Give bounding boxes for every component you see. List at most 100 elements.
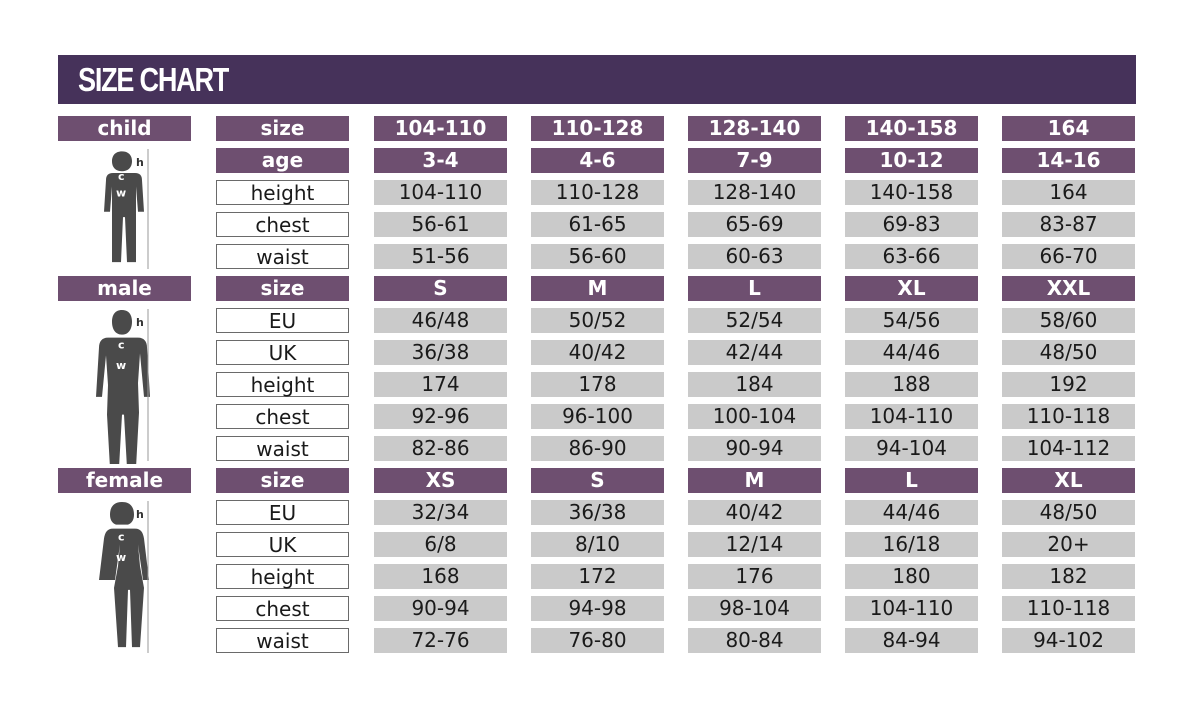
value-cell: 36/38 <box>374 340 507 365</box>
value-cell: 6/8 <box>374 532 507 557</box>
value-cell: 92-96 <box>374 404 507 429</box>
value-cell: 110-128 <box>531 180 664 205</box>
column-header: 14-16 <box>1002 148 1135 173</box>
waist-marker: w <box>116 186 126 199</box>
column-header: M <box>688 468 821 493</box>
value-cell: 58/60 <box>1002 308 1135 333</box>
value-cell: 86-90 <box>531 436 664 461</box>
value-cell: 50/52 <box>531 308 664 333</box>
height-marker: h <box>136 508 144 521</box>
column-header: XS <box>374 468 507 493</box>
value-cell: 61-65 <box>531 212 664 237</box>
value-cell: 76-80 <box>531 628 664 653</box>
value-cell: 98-104 <box>688 596 821 621</box>
row-label-chest: chest <box>216 596 349 621</box>
column-header: XL <box>845 276 978 301</box>
value-cell: 48/50 <box>1002 500 1135 525</box>
value-cell: 110-118 <box>1002 596 1135 621</box>
row-label-uk: UK <box>216 340 349 365</box>
value-cell: 52/54 <box>688 308 821 333</box>
value-cell: 80-84 <box>688 628 821 653</box>
female-silhouette-icon <box>99 501 149 648</box>
value-cell: 12/14 <box>688 532 821 557</box>
value-cell: 172 <box>531 564 664 589</box>
value-cell: 44/46 <box>845 340 978 365</box>
column-header: 140-158 <box>845 116 978 141</box>
chest-marker: c <box>118 170 125 183</box>
value-cell: 104-110 <box>845 404 978 429</box>
value-cell: 110-118 <box>1002 404 1135 429</box>
value-cell: 32/34 <box>374 500 507 525</box>
value-cell: 100-104 <box>688 404 821 429</box>
column-header: S <box>531 468 664 493</box>
value-cell: 56-61 <box>374 212 507 237</box>
column-header: 10-12 <box>845 148 978 173</box>
row-label-height: height <box>216 564 349 589</box>
value-cell: 174 <box>374 372 507 397</box>
value-cell: 164 <box>1002 180 1135 205</box>
value-cell: 8/10 <box>531 532 664 557</box>
column-header: 7-9 <box>688 148 821 173</box>
row-label-waist: waist <box>216 244 349 269</box>
value-cell: 90-94 <box>374 596 507 621</box>
waist-marker: w <box>116 551 126 564</box>
column-header: 110-128 <box>531 116 664 141</box>
column-header: L <box>845 468 978 493</box>
child-body-figure: h c w <box>90 146 160 276</box>
row-label-chest: chest <box>216 212 349 237</box>
value-cell: 69-83 <box>845 212 978 237</box>
waist-marker: w <box>116 359 126 372</box>
column-header: 3-4 <box>374 148 507 173</box>
value-cell: 40/42 <box>531 340 664 365</box>
column-header: 128-140 <box>688 116 821 141</box>
row-label-eu: EU <box>216 500 349 525</box>
female-body-figure: h c w <box>90 498 160 660</box>
title-bar: SIZE CHART <box>58 55 1136 104</box>
value-cell: 66-70 <box>1002 244 1135 269</box>
value-cell: 84-94 <box>845 628 978 653</box>
row-label-uk: UK <box>216 532 349 557</box>
row-label-size: size <box>216 116 349 141</box>
value-cell: 94-98 <box>531 596 664 621</box>
column-header: 164 <box>1002 116 1135 141</box>
value-cell: 40/42 <box>688 500 821 525</box>
value-cell: 192 <box>1002 372 1135 397</box>
value-cell: 44/46 <box>845 500 978 525</box>
row-label-waist: waist <box>216 628 349 653</box>
male-body-figure: h c w <box>90 306 160 468</box>
value-cell: 36/38 <box>531 500 664 525</box>
value-cell: 104-110 <box>374 180 507 205</box>
value-cell: 16/18 <box>845 532 978 557</box>
value-cell: 82-86 <box>374 436 507 461</box>
value-cell: 51-56 <box>374 244 507 269</box>
section-label-child: child <box>58 116 191 141</box>
value-cell: 176 <box>688 564 821 589</box>
value-cell: 104-112 <box>1002 436 1135 461</box>
value-cell: 54/56 <box>845 308 978 333</box>
value-cell: 168 <box>374 564 507 589</box>
row-label-age: age <box>216 148 349 173</box>
row-label-eu: EU <box>216 308 349 333</box>
child-silhouette-icon <box>104 151 144 263</box>
value-cell: 94-104 <box>845 436 978 461</box>
column-header: S <box>374 276 507 301</box>
value-cell: 90-94 <box>688 436 821 461</box>
value-cell: 46/48 <box>374 308 507 333</box>
value-cell: 184 <box>688 372 821 397</box>
value-cell: 180 <box>845 564 978 589</box>
column-header: 4-6 <box>531 148 664 173</box>
column-header: 104-110 <box>374 116 507 141</box>
value-cell: 140-158 <box>845 180 978 205</box>
row-label-chest: chest <box>216 404 349 429</box>
section-label-male: male <box>58 276 191 301</box>
value-cell: 83-87 <box>1002 212 1135 237</box>
chest-marker: c <box>118 531 125 544</box>
value-cell: 63-66 <box>845 244 978 269</box>
value-cell: 42/44 <box>688 340 821 365</box>
value-cell: 182 <box>1002 564 1135 589</box>
section-label-female: female <box>58 468 191 493</box>
value-cell: 96-100 <box>531 404 664 429</box>
value-cell: 94-102 <box>1002 628 1135 653</box>
column-header: M <box>531 276 664 301</box>
row-label-height: height <box>216 180 349 205</box>
